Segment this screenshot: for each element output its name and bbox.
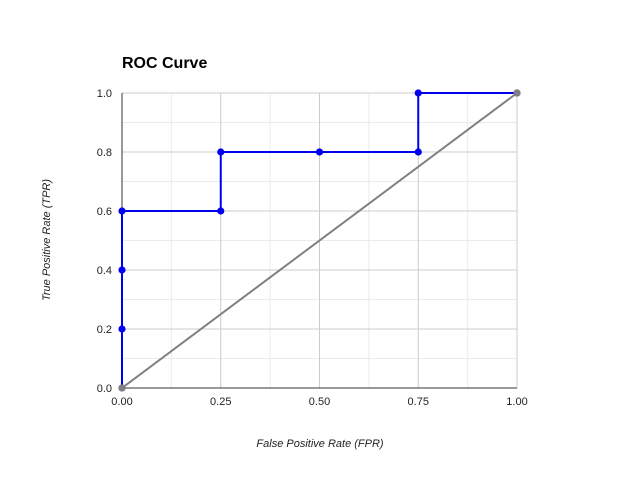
series-line — [121, 92, 518, 389]
data-point — [315, 148, 324, 156]
y-tick-label: 0.8 — [97, 147, 112, 159]
y-tick-labels: 0.0 0.2 0.4 0.6 0.8 1.0 — [97, 88, 112, 395]
data-point — [217, 148, 225, 156]
x-tick-labels: 0.00 0.25 0.50 0.75 1.00 — [111, 396, 527, 408]
data-point — [414, 89, 422, 97]
data-point — [513, 89, 521, 97]
chart-title: ROC Curve — [122, 55, 207, 72]
y-axis-label: True Positive Rate (TPR) — [41, 179, 53, 301]
x-tick-label: 0.25 — [210, 396, 231, 408]
y-tick-label: 0.2 — [97, 324, 112, 336]
y-tick-label: 0.0 — [97, 383, 112, 395]
grid — [121, 92, 518, 389]
x-axis-label: False Positive Rate (FPR) — [256, 438, 383, 450]
y-tick-label: 1.0 — [97, 88, 112, 100]
x-tick-label: 0.75 — [408, 396, 429, 408]
series-layer — [118, 89, 521, 392]
series-line — [121, 92, 517, 388]
series-1 — [118, 89, 521, 392]
y-tick-label: 0.6 — [97, 206, 112, 218]
x-tick-label: 0.00 — [111, 396, 132, 408]
data-point — [118, 207, 126, 215]
data-point — [414, 148, 422, 156]
data-point — [217, 207, 225, 215]
data-point — [118, 325, 126, 333]
x-tick-label: 1.00 — [506, 396, 527, 408]
x-tick-label: 0.50 — [309, 396, 330, 408]
data-point — [118, 266, 126, 274]
data-point — [118, 384, 126, 392]
y-tick-label: 0.4 — [97, 265, 112, 277]
